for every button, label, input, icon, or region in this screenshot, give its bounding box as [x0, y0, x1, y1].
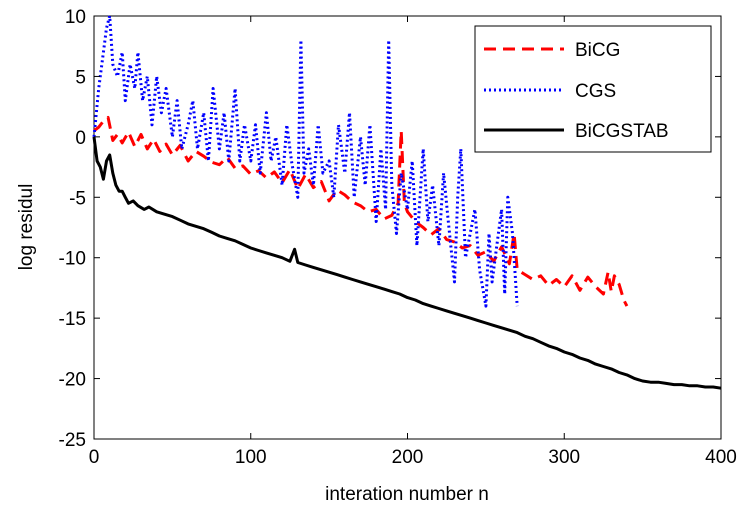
y-tick-label: 5	[75, 67, 86, 88]
legend-label-cgs: CGS	[575, 81, 616, 102]
y-tick-label: -20	[59, 370, 86, 391]
series-line-bicgstab	[92, 136, 722, 390]
x-tick-label: 200	[392, 447, 424, 468]
x-tick-label: 100	[235, 447, 267, 468]
y-tick-label: 0	[75, 128, 86, 149]
y-tick-label: 10	[65, 7, 86, 28]
x-tick-label: 300	[548, 447, 580, 468]
legend-label-bicgstab: BiCGSTAB	[575, 121, 669, 142]
x-tick-label: 400	[705, 447, 737, 468]
y-tick-label: -25	[59, 430, 86, 451]
x-tick-label: 0	[89, 447, 100, 468]
legend-label-bicg: BiCG	[575, 40, 620, 61]
series-line-cgs	[92, 14, 519, 308]
y-tick-label: -15	[59, 309, 86, 330]
y-tick-label: -10	[59, 249, 86, 270]
legend: BiCG CGS BiCGSTAB	[474, 25, 712, 153]
tick-layer: 0 100 200 300 400 -25 -20 -15 -10 -5 0 5 10	[59, 7, 737, 468]
x-axis-label: interation number n	[325, 484, 489, 505]
series-layer	[92, 14, 722, 390]
y-tick-label: -5	[69, 188, 86, 209]
series-line-bicg	[93, 116, 629, 307]
y-axis-label: log residul	[16, 184, 37, 271]
